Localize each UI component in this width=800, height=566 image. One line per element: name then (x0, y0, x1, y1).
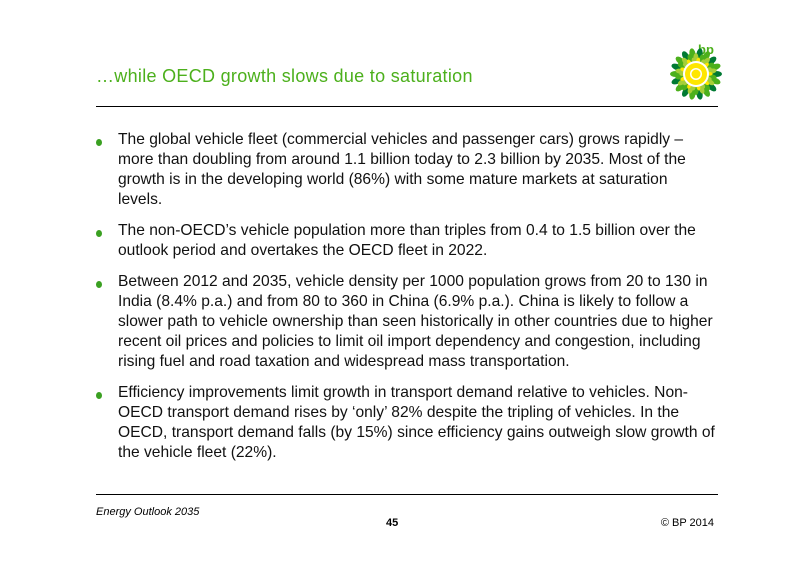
page-number: 45 (386, 517, 399, 529)
slide-title: …while OECD growth slows due to saturati… (96, 66, 473, 86)
footer-copyright: © BP 2014 (660, 517, 714, 529)
logo-petal (703, 57, 710, 66)
bullet-text: Between 2012 and 2035, vehicle density p… (118, 273, 713, 370)
bp-helios-logo-icon (670, 48, 722, 100)
logo-petal (707, 82, 717, 92)
bullet-dot-icon (96, 230, 102, 237)
bullet-item: The non-OECD’s vehicle population more t… (96, 221, 716, 261)
logo-petal (681, 57, 689, 66)
bullet-text: Efficiency improvements limit growth in … (118, 384, 715, 461)
logo-petal (675, 56, 685, 66)
bottom-divider (96, 494, 718, 495)
bullet-list: The global vehicle fleet (commercial veh… (96, 130, 716, 474)
bullet-item: The global vehicle fleet (commercial veh… (96, 130, 716, 210)
bullet-item: Efficiency improvements limit growth in … (96, 383, 716, 463)
top-divider (96, 106, 718, 107)
bullet-item: Between 2012 and 2035, vehicle density p… (96, 272, 716, 372)
bullet-dot-icon (96, 392, 102, 399)
logo-petal (703, 82, 711, 91)
footer-publication: Energy Outlook 2035 (96, 506, 200, 518)
bullet-text: The non-OECD’s vehicle population more t… (118, 222, 696, 259)
logo-petal (682, 82, 689, 91)
logo-petal (675, 82, 685, 92)
bullet-text: The global vehicle fleet (commercial veh… (118, 131, 686, 208)
logo-petal (707, 56, 717, 66)
bullet-dot-icon (96, 139, 102, 146)
bullet-dot-icon (96, 281, 102, 288)
